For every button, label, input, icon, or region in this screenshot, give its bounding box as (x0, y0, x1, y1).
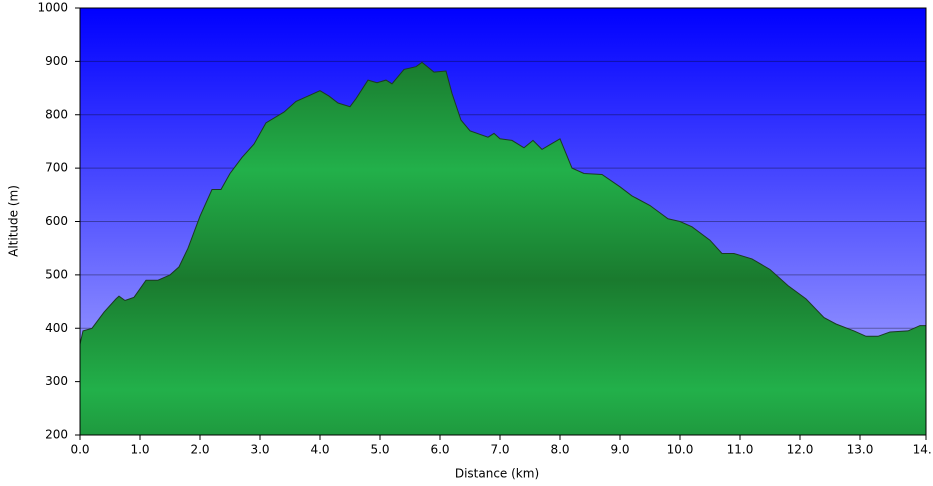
x-tick-label: 9.0 (610, 443, 629, 457)
y-tick-label: 400 (45, 321, 68, 335)
x-tick-label: 10.0 (667, 443, 694, 457)
y-tick-label: 700 (45, 161, 68, 175)
x-tick-label: 3.0 (250, 443, 269, 457)
x-tick-label: 6.0 (430, 443, 449, 457)
y-tick-label: 800 (45, 107, 68, 121)
x-tick-label: 0.0 (70, 443, 89, 457)
y-tick-label: 1000 (37, 1, 68, 15)
x-tick-label: 8.0 (550, 443, 569, 457)
x-tick-label: 12.0 (787, 443, 814, 457)
x-tick-label: 11.0 (727, 443, 754, 457)
y-axis-label: Altitude (m) (7, 185, 21, 257)
y-tick-label: 300 (45, 374, 68, 388)
x-tick-label: 14.1 (913, 443, 933, 457)
y-tick-label: 600 (45, 214, 68, 228)
x-tick-label: 7.0 (490, 443, 509, 457)
x-axis-label: Distance (km) (455, 467, 539, 481)
y-tick-label: 900 (45, 54, 68, 68)
x-tick-label: 5.0 (370, 443, 389, 457)
x-tick-label: 2.0 (190, 443, 209, 457)
x-tick-label: 4.0 (310, 443, 329, 457)
x-tick-label: 13.0 (847, 443, 874, 457)
plot-frame (79, 7, 927, 436)
profile-line (79, 61, 926, 345)
area (80, 62, 926, 436)
x-tick-label: 1.0 (130, 443, 149, 457)
y-tick-label: 200 (45, 428, 68, 442)
y-tick-label: 500 (45, 267, 68, 281)
